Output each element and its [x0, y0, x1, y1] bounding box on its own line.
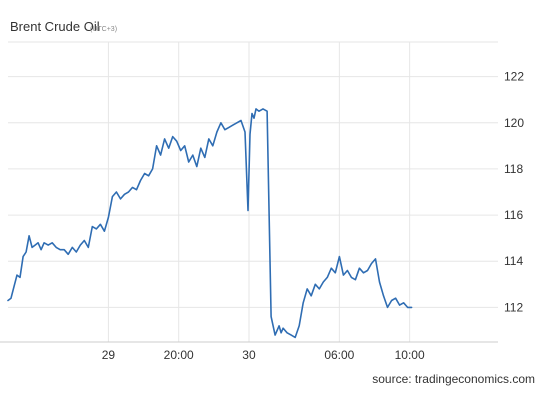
x-tick-label: 30 — [242, 348, 256, 362]
y-tick-label: 122 — [504, 70, 524, 84]
chart-subtitle: (UTC+3) — [90, 26, 117, 33]
x-tick-label: 10:00 — [395, 348, 425, 362]
x-tick-label: 06:00 — [324, 348, 354, 362]
y-tick-label: 112 — [504, 300, 523, 314]
grid-layer — [0, 41, 498, 343]
y-tick-label: 114 — [504, 254, 523, 268]
y-tick-label: 120 — [504, 116, 524, 130]
series-line — [7, 108, 413, 339]
source-label: source: tradingeconomics.com — [372, 372, 535, 386]
tick-layer: 112 114 116 118 120 122 29 20:00 30 06:00 10:00 — [102, 70, 525, 362]
series-layer — [7, 108, 413, 339]
x-tick-label: 20:00 — [164, 348, 194, 362]
x-tick-label: 29 — [102, 348, 116, 362]
chart-title: Brent Crude Oil — [10, 19, 100, 34]
y-tick-label: 118 — [504, 162, 523, 176]
y-tick-label: 116 — [504, 208, 523, 222]
